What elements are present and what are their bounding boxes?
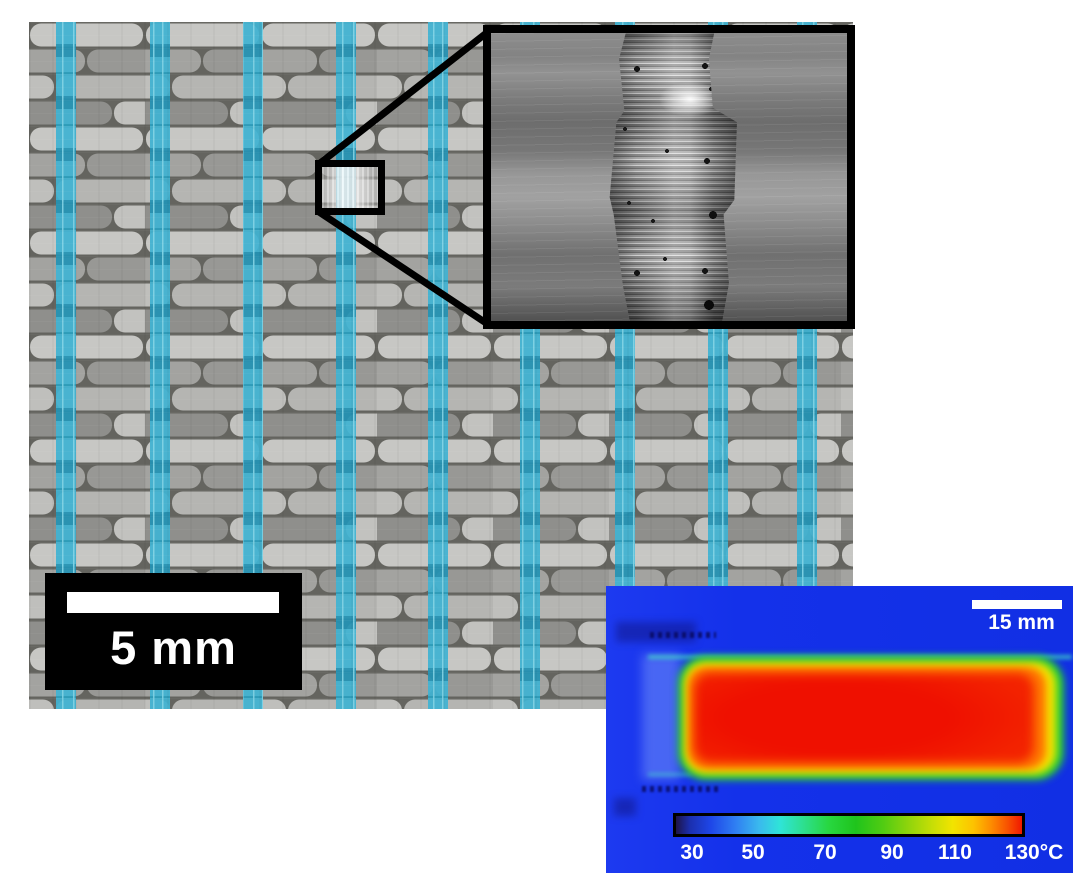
thermal-colorbar [673,813,1025,837]
scale-bar-main-label: 5 mm [110,621,237,674]
colorbar-tick-label: 30 [680,841,704,864]
thermal-electrode-strip [642,654,680,780]
highlighted-yarn-stripe [56,22,76,709]
thermal-stitch-marks-bottom [642,786,722,792]
highlighted-yarn-stripe [150,22,170,709]
colorbar-tick-label: 90 [880,841,904,864]
highlighted-yarn-stripe [336,22,356,709]
scale-bar-main: 5 mm [45,573,302,690]
colorbar-tick-label: 70 [813,841,837,864]
thermal-image: 30 50 70 90 110 130°C 15 mm [606,586,1073,873]
colorbar-tick-label: 110 [938,841,972,864]
thermal-hot-edge-bottom [648,773,692,776]
colorbar-tick-label: 50 [741,841,765,864]
scale-bar-thermal-line [972,600,1062,609]
highlighted-yarn-stripe [243,22,263,709]
scale-bar-main-line [67,592,279,613]
thermal-hot-region-red-core [694,673,1034,763]
inset-conductive-yarn [609,33,737,321]
thermal-stitch-marks-top [650,632,716,638]
zoom-callout-rect [315,160,385,215]
colorbar-tick-label: 130°C [1004,841,1064,864]
thermal-fabric-mark-bottom [614,798,636,816]
highlighted-yarn-stripe [428,22,448,709]
scale-bar-thermal-label: 15 mm [988,611,1055,634]
zoom-inset-micrograph [483,25,855,329]
